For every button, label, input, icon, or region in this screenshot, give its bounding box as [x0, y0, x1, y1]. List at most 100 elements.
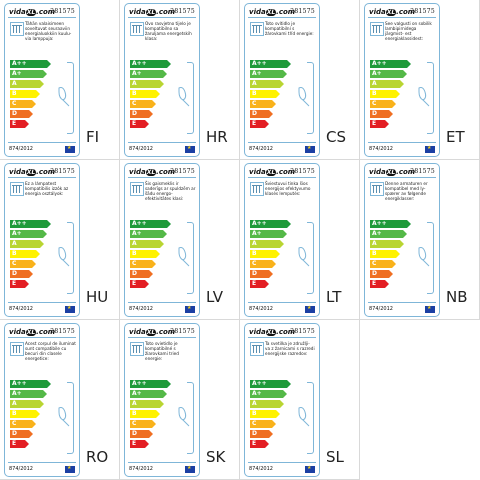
- product-code: 281575: [170, 8, 195, 15]
- compatibility-text: Šviestuvui tinka šios energijos efektyvu…: [265, 181, 311, 196]
- energy-class-app: A++: [130, 380, 172, 388]
- energy-class-ap: A+: [250, 390, 289, 398]
- bulb-icon: [175, 404, 193, 430]
- chandelier-icon: [250, 22, 264, 36]
- energy-class-a: A: [10, 400, 44, 408]
- eu-flag-icon: [305, 465, 315, 473]
- class-range-bracket: [67, 222, 74, 294]
- label-cell-lt: vidaXL.com 281575 Šviestuvui tinka šios en…: [240, 160, 360, 320]
- energy-class-a: A: [250, 240, 284, 248]
- compatibility-text: Ovo rasvjetno tijelo je kompatibilno sa …: [145, 21, 192, 41]
- energy-class-ap: A+: [370, 70, 409, 78]
- energy-class-ap: A+: [130, 390, 169, 398]
- eu-flag-icon: [65, 305, 75, 313]
- energy-class-app: A++: [250, 220, 292, 228]
- product-code: 281575: [50, 8, 75, 15]
- energy-class-e: E: [10, 120, 29, 128]
- energy-label-card: vidaXL.com 281575 Toto svietidlo je kompat…: [124, 323, 200, 477]
- brand-logo: vidaXL.com: [369, 8, 416, 16]
- product-code: 281575: [410, 8, 435, 15]
- energy-class-app: A++: [10, 380, 52, 388]
- compatibility-text: Toto svítidlo je kompatibilní s žárovkam…: [265, 21, 314, 36]
- bulb-icon: [415, 244, 433, 270]
- product-code: 281575: [410, 168, 435, 175]
- label-cell-sk: vidaXL.com 281575 Toto svietidlo je kompat…: [120, 320, 240, 480]
- energy-class-app: A++: [130, 60, 172, 68]
- energy-class-d: D: [130, 270, 153, 278]
- bulb-icon: [415, 84, 433, 110]
- compatibility-text: Ez a lámpatest kompatibilis izzók az ene…: [25, 181, 69, 196]
- divider: [368, 302, 436, 303]
- chandelier-icon: [10, 22, 24, 36]
- regulation-number: 874/2012: [369, 306, 393, 312]
- energy-class-app: A++: [250, 380, 292, 388]
- brand-logo: vidaXL.com: [129, 8, 176, 16]
- class-range-bracket: [187, 62, 194, 134]
- energy-class-app: A++: [10, 60, 52, 68]
- energy-class-c: C: [130, 420, 157, 428]
- label-cell-hr: vidaXL.com 281575 Ovo rasvjetno tijelo je …: [120, 0, 240, 160]
- label-cell-hu: vidaXL.com 281575 Ez a lámpatest kompatibi…: [0, 160, 120, 320]
- divider: [8, 17, 76, 18]
- divider: [248, 177, 316, 178]
- bulb-icon: [55, 244, 73, 270]
- brand-logo: vidaXL.com: [129, 168, 176, 176]
- energy-class-b: B: [370, 90, 401, 98]
- compatibility-text: Šis gaismeklis ir saderīgs ar spuldzēm a…: [145, 181, 196, 201]
- energy-class-scale: A++ A+ A B C D E: [10, 220, 52, 290]
- language-code: NB: [446, 288, 468, 306]
- label-cell-ro: vidaXL.com 281575 Acest corpul de iluminat…: [0, 320, 120, 480]
- brand-logo: vidaXL.com: [249, 328, 296, 336]
- class-range-bracket: [427, 222, 434, 294]
- divider: [128, 17, 196, 18]
- brand-logo: vidaXL.com: [369, 168, 416, 176]
- compatibility-text: Tähän valaisimeen soveltuvat seuraaviin …: [25, 21, 72, 41]
- divider: [248, 337, 316, 338]
- energy-label-card: vidaXL.com 281575 Ovo rasvjetno tijelo je …: [124, 3, 200, 157]
- divider: [128, 177, 196, 178]
- eu-flag-icon: [305, 145, 315, 153]
- language-code: SK: [206, 448, 226, 466]
- energy-class-d: D: [10, 430, 33, 438]
- energy-class-scale: A++ A+ A B C D E: [130, 380, 172, 450]
- class-range-bracket: [307, 222, 314, 294]
- brand-logo: vidaXL.com: [9, 8, 56, 16]
- energy-class-b: B: [250, 410, 281, 418]
- divider: [8, 462, 76, 463]
- regulation-number: 874/2012: [129, 306, 153, 312]
- energy-class-app: A++: [370, 220, 412, 228]
- energy-class-ap: A+: [10, 230, 49, 238]
- bulb-icon: [55, 404, 73, 430]
- regulation-number: 874/2012: [129, 146, 153, 152]
- eu-flag-icon: [425, 145, 435, 153]
- brand-logo: vidaXL.com: [249, 8, 296, 16]
- energy-class-ap: A+: [10, 70, 49, 78]
- language-code: LT: [326, 288, 342, 306]
- bulb-icon: [175, 84, 193, 110]
- eu-flag-icon: [185, 465, 195, 473]
- energy-class-e: E: [370, 120, 389, 128]
- product-code: 281575: [170, 328, 195, 335]
- energy-class-ap: A+: [10, 390, 49, 398]
- class-range-bracket: [67, 62, 74, 134]
- label-cell-fi: vidaXL.com 281575 Tähän valaisimeen sovelt…: [0, 0, 120, 160]
- eu-flag-icon: [185, 145, 195, 153]
- energy-class-b: B: [250, 250, 281, 258]
- energy-class-app: A++: [250, 60, 292, 68]
- divider: [248, 302, 316, 303]
- energy-class-b: B: [10, 90, 41, 98]
- energy-class-a: A: [10, 80, 44, 88]
- energy-class-c: C: [370, 260, 397, 268]
- energy-class-scale: A++ A+ A B C D E: [250, 380, 292, 450]
- divider: [248, 17, 316, 18]
- class-range-bracket: [427, 62, 434, 134]
- eu-flag-icon: [65, 145, 75, 153]
- language-code: CS: [326, 128, 346, 146]
- bulb-icon: [55, 84, 73, 110]
- compatibility-text: Ta svetilka je združlji- va z žarnicami …: [265, 341, 315, 356]
- regulation-number: 874/2012: [9, 466, 33, 472]
- energy-class-app: A++: [370, 60, 412, 68]
- regulation-number: 874/2012: [249, 146, 273, 152]
- divider: [248, 462, 316, 463]
- energy-class-b: B: [130, 410, 161, 418]
